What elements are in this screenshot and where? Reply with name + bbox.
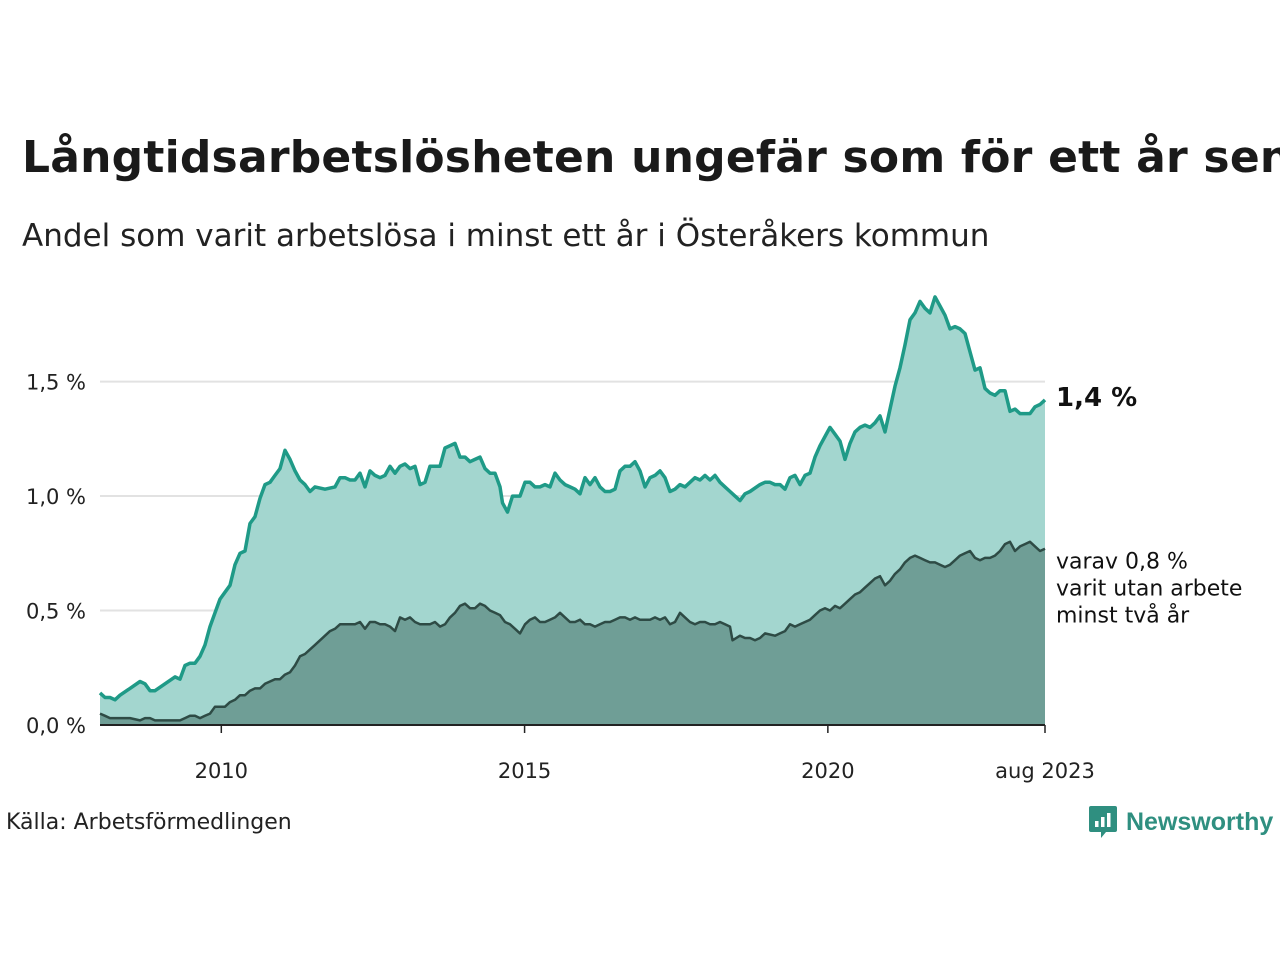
x-tick-label: aug 2023 — [995, 759, 1095, 783]
series-area-main — [100, 296, 1045, 725]
end-label-sub-line: varav 0,8 % — [1056, 550, 1188, 575]
brand-logo: Newsworthy — [1088, 804, 1273, 840]
x-tick-label: 2010 — [195, 759, 248, 783]
source-note: Källa: Arbetsförmedlingen — [6, 810, 292, 835]
chart-title: Långtidsarbetslösheten ungefär som för e… — [22, 132, 1280, 183]
y-tick-label: 0,5 % — [26, 600, 86, 624]
newsworthy-logo-icon — [1089, 806, 1117, 838]
axes: 0,0 % 0,5 % 1,0 % 1,5 % 2010 2015 2020 aug 2023 — [26, 371, 1095, 783]
series-area-sub — [100, 541, 1045, 725]
end-label-sub-line: minst två år — [1056, 603, 1190, 629]
y-tick-label: 1,0 % — [26, 485, 86, 509]
y-tick-label: 1,5 % — [26, 371, 86, 395]
chart-subtitle: Andel som varit arbetslösa i minst ett å… — [22, 218, 990, 254]
area-layer — [98, 295, 1047, 725]
end-label-sub-line: varit utan arbete — [1056, 577, 1242, 602]
series-line-sub — [99, 540, 1046, 722]
area-chart: 0,0 % 0,5 % 1,0 % 1,5 % 2010 2015 2020 aug 2023… — [26, 295, 1242, 783]
x-tick-label: 2015 — [498, 759, 551, 783]
end-label-main: 1,4 % — [1056, 383, 1137, 413]
brand-name: Newsworthy — [1126, 807, 1274, 836]
x-tick-label: 2020 — [801, 759, 854, 783]
series-line-main — [98, 295, 1047, 702]
y-tick-label: 0,0 % — [26, 714, 86, 738]
